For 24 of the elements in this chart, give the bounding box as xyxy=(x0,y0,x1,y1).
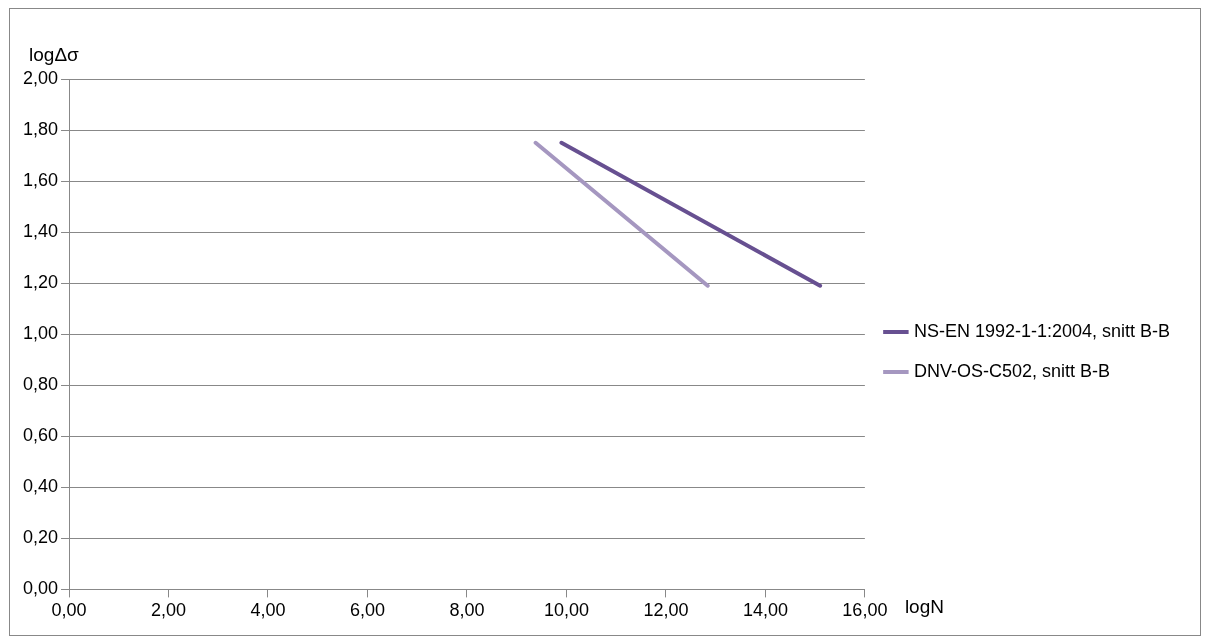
y-tick-label: 1,60 xyxy=(22,170,59,191)
y-tick-label: 0,20 xyxy=(22,527,59,548)
y-tick-label: 0,40 xyxy=(22,476,59,497)
y-tick-label: 1,00 xyxy=(22,323,59,344)
x-tick-label: 12,00 xyxy=(643,600,689,621)
y-tick-label: 2,00 xyxy=(22,67,59,88)
y-tick-label: 0,00 xyxy=(22,578,59,599)
y-axis-title: logΔσ xyxy=(29,43,80,65)
x-tick-label: 10,00 xyxy=(543,600,589,621)
y-tick-label: 1,80 xyxy=(22,119,59,140)
y-tick-label: 0,80 xyxy=(22,374,59,395)
x-tick-label: 14,00 xyxy=(742,600,788,621)
x-tick-label: 2,00 xyxy=(150,600,187,621)
x-tick-label: 6,00 xyxy=(349,600,385,621)
x-tick-label: 4,00 xyxy=(250,600,286,621)
legend-label: NS-EN 1992-1-1:2004, snitt B-B xyxy=(913,320,1170,341)
x-axis-title: logN xyxy=(904,595,944,617)
x-tick-label: 8,00 xyxy=(449,600,485,621)
x-tick-label: 16,00 xyxy=(842,600,888,621)
y-tick-label: 1,40 xyxy=(22,221,59,242)
legend-label: DNV-OS-C502, snitt B-B xyxy=(913,360,1110,381)
x-tick-label: 0,00 xyxy=(51,600,87,621)
y-tick-label: 1,20 xyxy=(22,272,59,293)
y-tick-label: 0,60 xyxy=(22,425,59,446)
